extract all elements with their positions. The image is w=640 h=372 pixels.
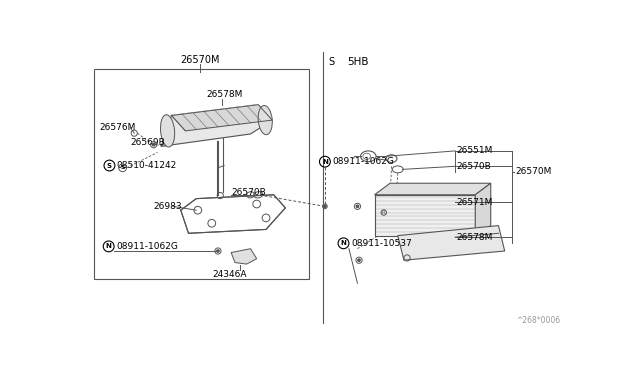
Text: N: N (340, 240, 346, 246)
Text: 26576M: 26576M (99, 123, 136, 132)
Text: 26571M: 26571M (457, 198, 493, 207)
Text: 26578M: 26578M (206, 90, 243, 99)
Text: 26570M: 26570M (180, 55, 220, 65)
Polygon shape (397, 225, 505, 260)
Circle shape (324, 205, 326, 208)
Ellipse shape (161, 115, 175, 147)
Text: N: N (106, 243, 111, 249)
Text: 26578M: 26578M (457, 232, 493, 242)
Polygon shape (161, 105, 272, 146)
Text: 26569B: 26569B (131, 138, 165, 147)
Text: 26570B: 26570B (457, 162, 492, 171)
Text: 26570M: 26570M (516, 167, 552, 176)
Bar (94, 69, 308, 279)
Circle shape (217, 250, 219, 252)
Polygon shape (172, 105, 272, 131)
Text: ^268*0006: ^268*0006 (516, 316, 561, 325)
Text: R: R (382, 210, 386, 215)
Circle shape (356, 205, 358, 208)
Text: 26570B: 26570B (231, 188, 266, 197)
Polygon shape (476, 183, 491, 235)
Text: 26551M: 26551M (457, 147, 493, 155)
Text: 08911-1062G: 08911-1062G (333, 157, 394, 166)
Text: S: S (120, 165, 125, 170)
Text: N: N (322, 159, 328, 165)
Text: 08911-10537: 08911-10537 (351, 239, 412, 248)
Text: 26983: 26983 (154, 202, 182, 211)
Text: 08911-1062G: 08911-1062G (116, 242, 179, 251)
Polygon shape (374, 183, 491, 195)
Circle shape (358, 259, 360, 262)
Polygon shape (374, 195, 476, 235)
Text: 5HB: 5HB (348, 57, 369, 67)
Ellipse shape (258, 106, 272, 135)
Text: S: S (107, 163, 112, 169)
Polygon shape (231, 249, 257, 264)
Text: 08510-41242: 08510-41242 (116, 161, 177, 170)
Text: 24346A: 24346A (212, 270, 247, 279)
Bar (378, 197, 472, 232)
Circle shape (152, 144, 155, 146)
Text: S: S (328, 57, 334, 67)
